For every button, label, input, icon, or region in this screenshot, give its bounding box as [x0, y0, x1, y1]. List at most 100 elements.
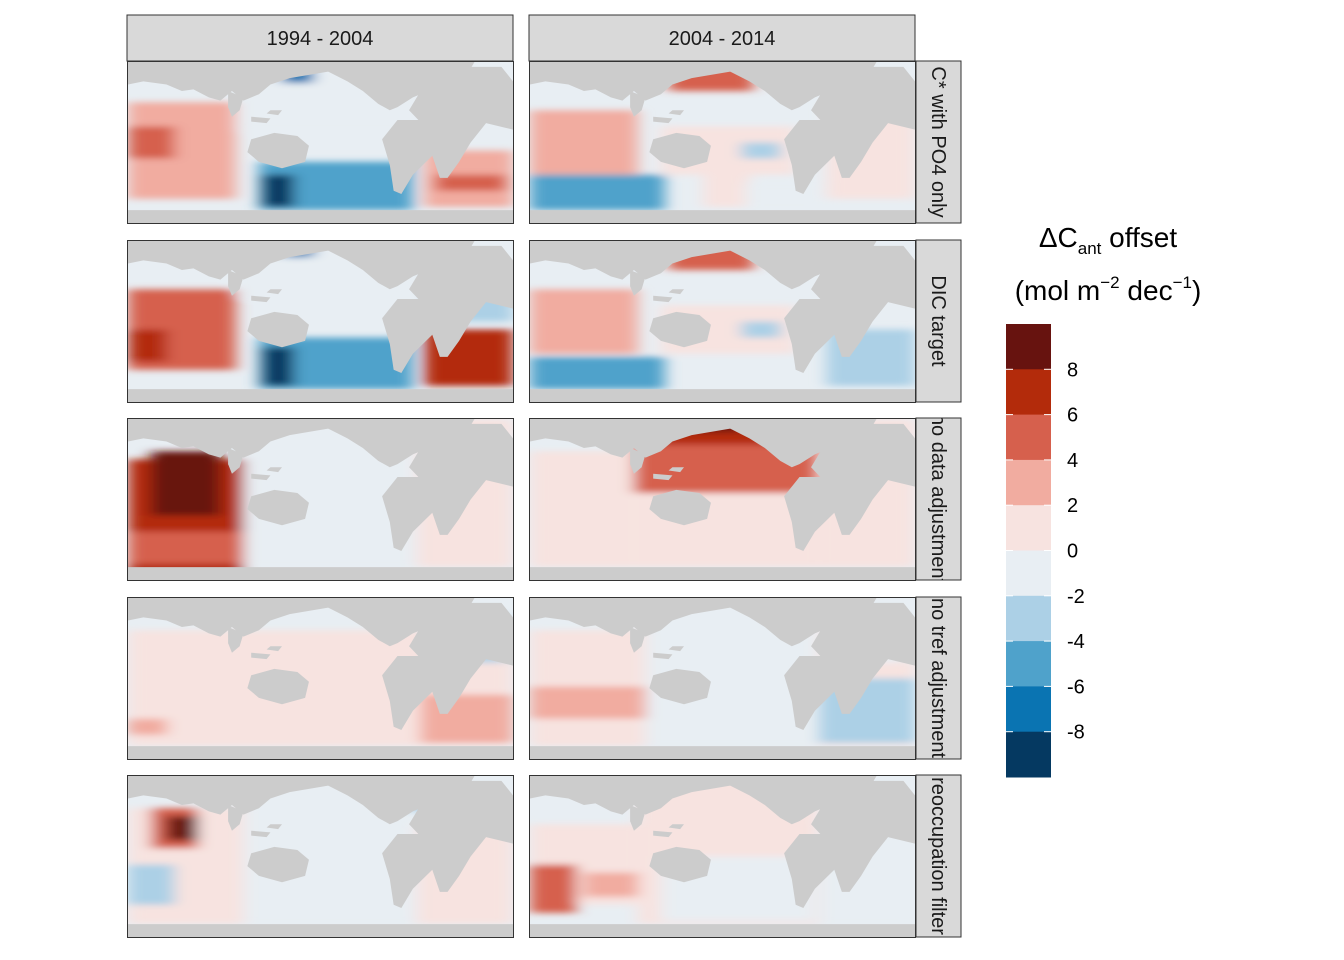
map-panel-5-2 — [530, 776, 915, 937]
land-mass — [714, 241, 877, 290]
row-label-5: reoccupation filter — [927, 777, 949, 935]
land-mass — [128, 389, 513, 402]
legend-tick-label: -8 — [1067, 722, 1085, 744]
land-mass — [668, 824, 684, 830]
land-mass — [668, 289, 684, 295]
map-panel-5-1 — [128, 776, 513, 937]
land-mass — [228, 804, 244, 831]
row-strip-5: reoccupation filter — [915, 774, 962, 938]
row-label-4: no tref adjustment — [927, 598, 949, 759]
land-mass — [649, 668, 711, 705]
row-label-1: C* with PO4 only — [927, 66, 949, 217]
land-mass — [312, 776, 475, 825]
land-mass — [784, 655, 846, 731]
land-mass — [784, 298, 846, 374]
land-mass — [251, 830, 271, 838]
map-panel-1-1 — [128, 62, 513, 223]
map-panel-3-2 — [530, 419, 915, 580]
land-mass — [668, 646, 684, 652]
legend-swatch-5 — [1006, 550, 1051, 597]
column-label-2: 2004 - 2014 — [669, 28, 776, 50]
land-mass — [530, 567, 915, 580]
row-strip-1: C* with PO4 only — [915, 60, 962, 224]
land-mass — [714, 419, 877, 468]
legend-tick-labels: 8 6 4 2 0 -2 -4 -6 -8 — [1067, 359, 1085, 743]
land-mass — [128, 567, 513, 580]
legend-swatch-1 — [1006, 369, 1051, 416]
land-mass — [530, 419, 761, 458]
land-mass — [784, 119, 846, 195]
land-mass — [649, 132, 711, 169]
land-mass — [228, 626, 244, 653]
legend-colorbar — [1006, 324, 1051, 778]
land-mass — [382, 298, 444, 374]
land-mass — [247, 489, 309, 526]
land-mass — [530, 776, 761, 815]
land-mass — [530, 389, 915, 402]
legend-swatch-4 — [1006, 505, 1051, 551]
legend-swatch-0 — [1006, 324, 1051, 370]
land-mass — [247, 846, 309, 883]
legend-tick-label: -4 — [1067, 631, 1085, 653]
land-mass — [653, 652, 673, 660]
legend: ΔCant offset (mol m−2 dec−1) 8 6 4 2 0 -2 -4 -6… — [1006, 222, 1201, 778]
land-mass — [714, 62, 877, 111]
land-mass — [266, 110, 282, 116]
land-mass — [382, 655, 444, 731]
land-mass — [247, 132, 309, 169]
land-mass — [266, 289, 282, 295]
land-mass — [714, 598, 877, 647]
land-mass — [312, 419, 475, 468]
land-mass — [649, 311, 711, 348]
legend-tick-label: 4 — [1067, 450, 1078, 472]
legend-title: ΔCant offset — [1039, 222, 1178, 258]
row-strip-4: no tref adjustment — [915, 596, 962, 760]
land-mass — [266, 467, 282, 473]
land-mass — [530, 746, 915, 759]
legend-tick-label: 0 — [1067, 541, 1078, 563]
land-mass — [128, 210, 513, 223]
land-mass — [382, 833, 444, 909]
map-panel-3-1 — [128, 419, 513, 580]
legend-swatch-3 — [1006, 459, 1051, 506]
map-panel-1-2 — [530, 62, 915, 223]
column-strip-1: 1994 - 2004 — [126, 14, 514, 62]
land-mass — [668, 110, 684, 116]
land-mass — [228, 447, 244, 474]
land-mass — [228, 269, 244, 296]
land-mass — [530, 210, 915, 223]
land-mass — [266, 824, 282, 830]
land-mass — [312, 62, 475, 111]
map-panel-4-1 — [128, 598, 513, 759]
land-mass — [784, 476, 846, 552]
land-mass — [653, 473, 673, 481]
land-mass — [251, 295, 271, 303]
land-mass — [714, 776, 877, 825]
land-mass — [247, 311, 309, 348]
land-mass — [128, 924, 513, 937]
land-mass — [382, 119, 444, 195]
land-mass — [530, 241, 761, 280]
land-mass — [530, 598, 761, 637]
land-mass — [649, 846, 711, 883]
land-mass — [266, 646, 282, 652]
legend-tick-label: 6 — [1067, 405, 1078, 427]
land-mass — [312, 598, 475, 647]
legend-swatch-7 — [1006, 641, 1051, 687]
land-mass — [653, 116, 673, 124]
land-mass — [530, 62, 761, 101]
land-mass — [653, 295, 673, 303]
map-panel-4-2 — [530, 598, 915, 759]
land-mass — [251, 116, 271, 124]
legend-tick-label: 8 — [1067, 359, 1078, 381]
column-strip-2: 2004 - 2014 — [528, 14, 916, 62]
legend-unit: (mol m−2 dec−1) — [1015, 273, 1202, 306]
land-mass — [251, 473, 271, 481]
legend-swatch-9 — [1006, 731, 1051, 778]
map-panel-2-2 — [530, 241, 915, 402]
legend-tick-label: 2 — [1067, 495, 1078, 517]
legend-tick-label: -6 — [1067, 676, 1085, 698]
land-mass — [649, 489, 711, 526]
land-mass — [251, 652, 271, 660]
